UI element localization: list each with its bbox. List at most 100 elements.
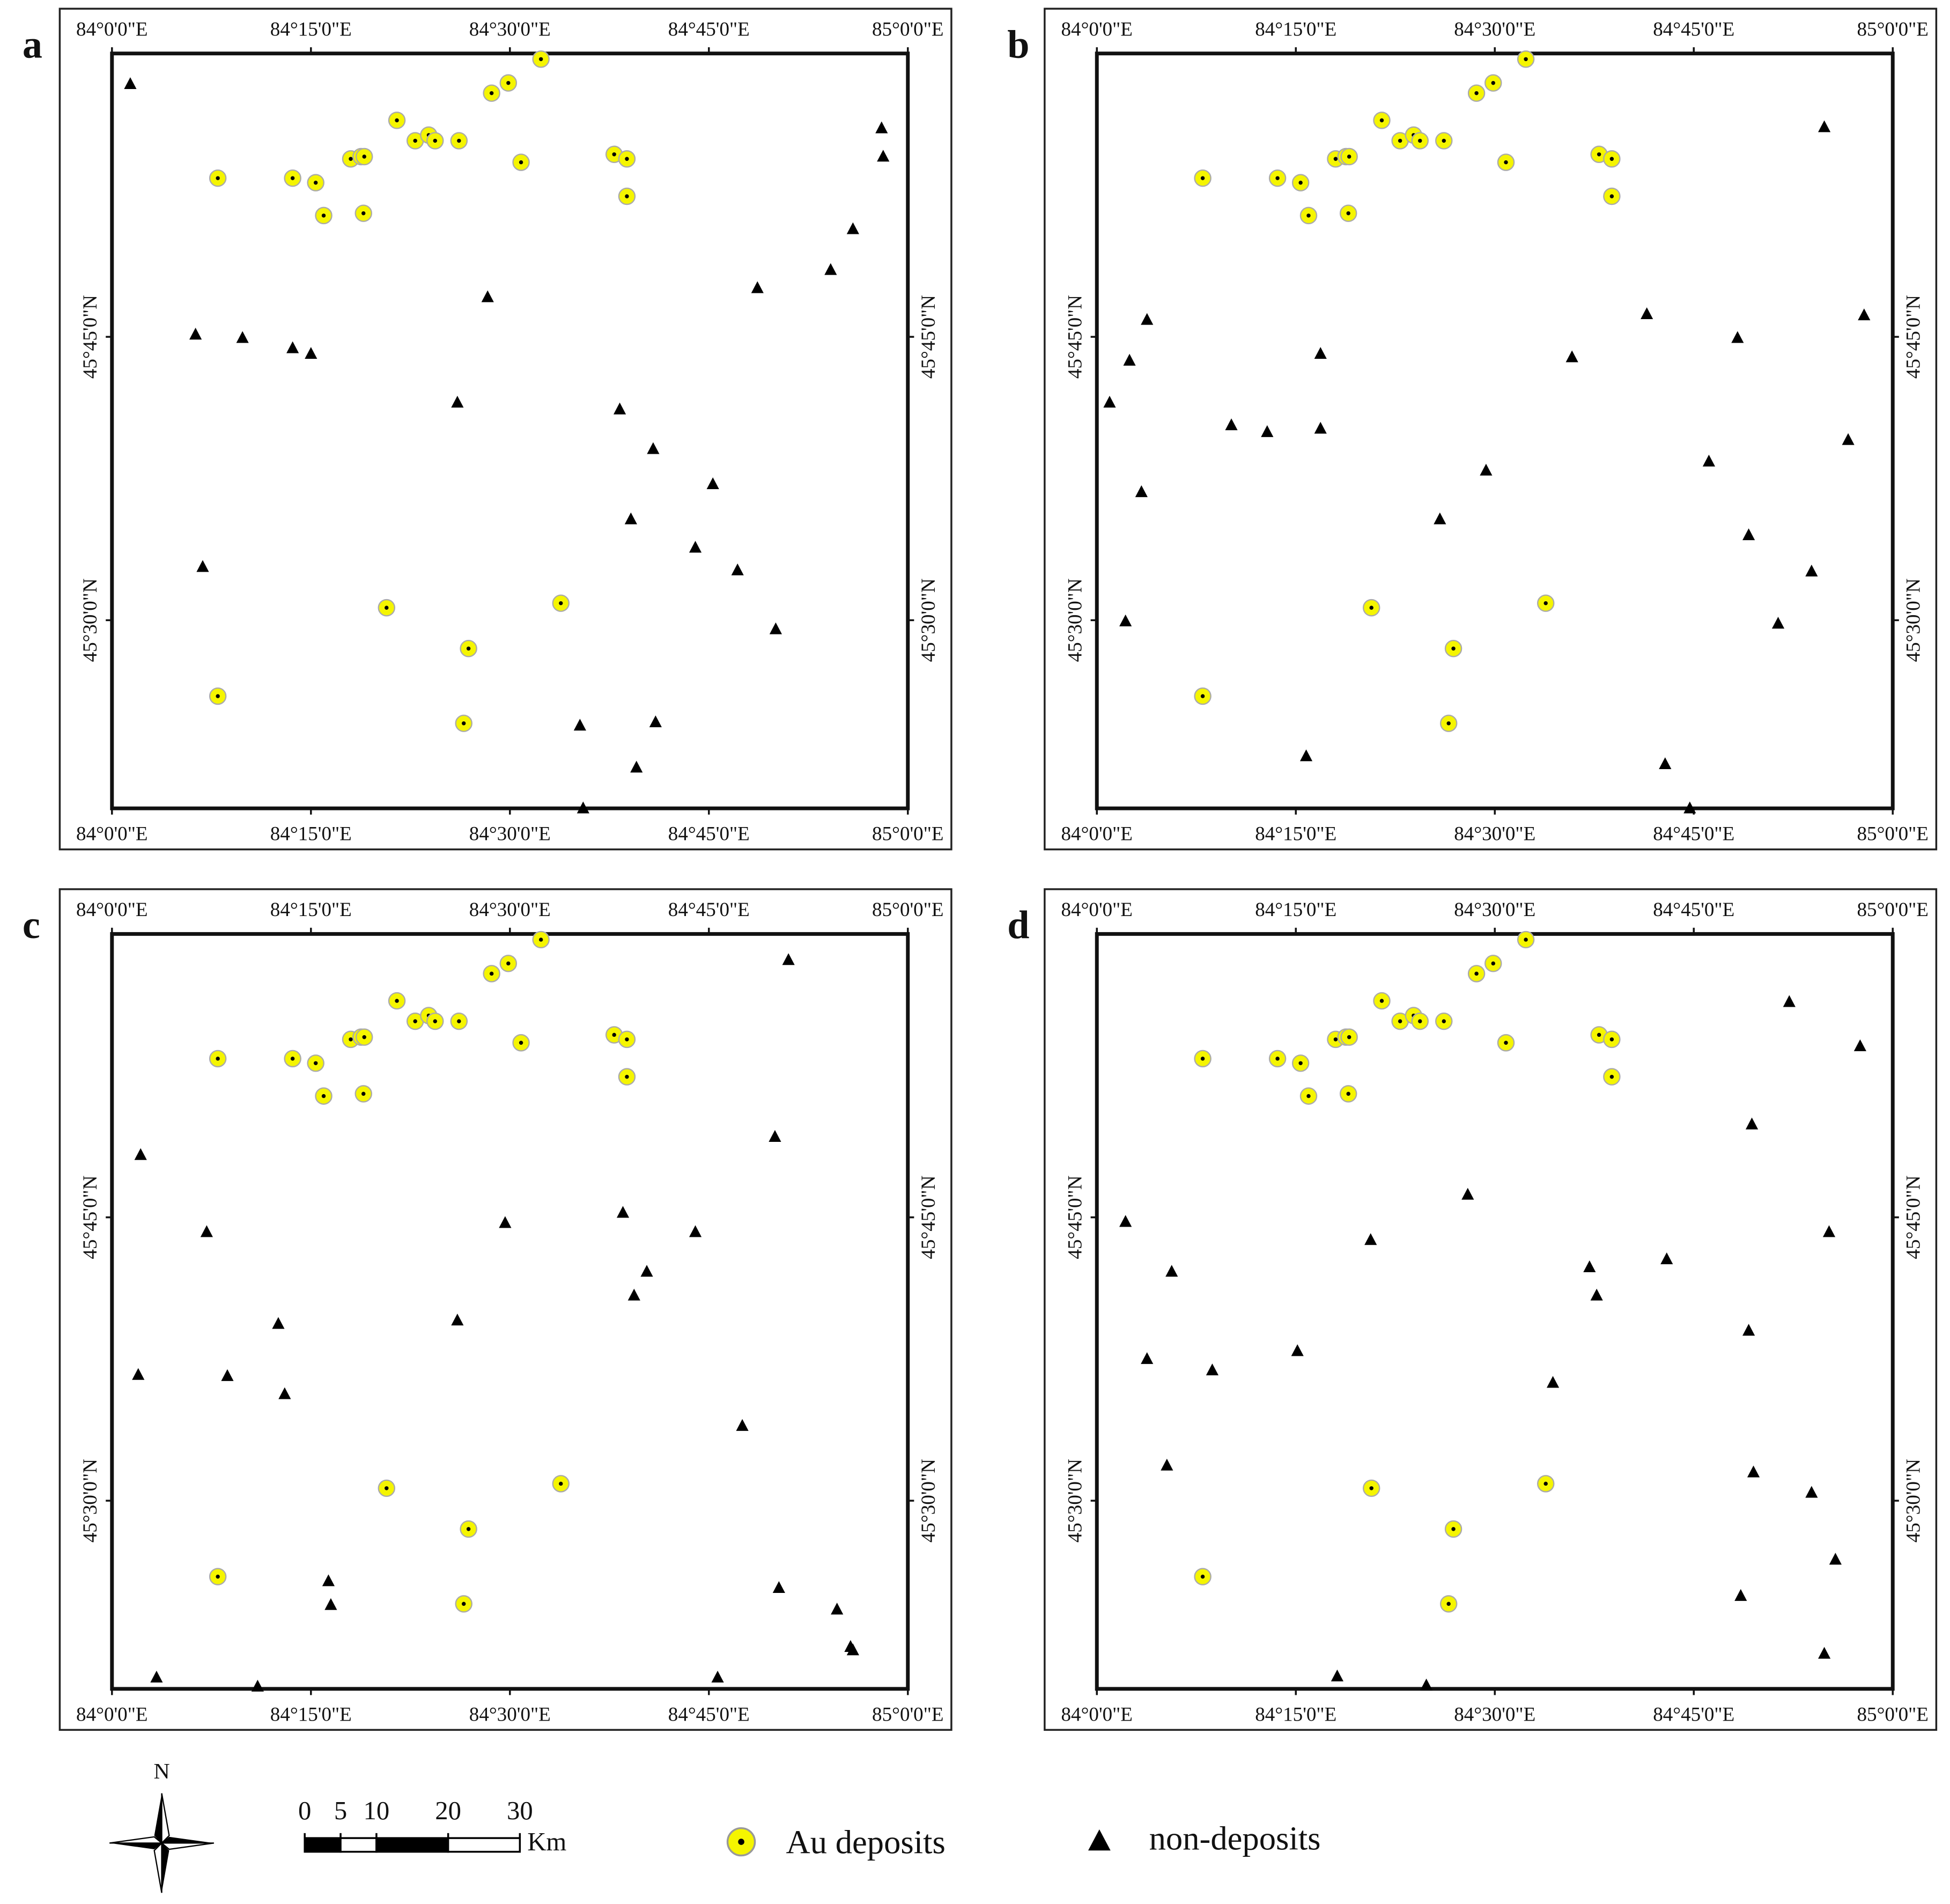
- au-deposit-dot: [1491, 961, 1495, 966]
- non-deposit: [1261, 425, 1274, 437]
- x-tick-label-bottom: 84°45'0"E: [1653, 1703, 1734, 1725]
- x-tick-label-bottom: 84°30'0"E: [469, 1703, 551, 1725]
- au-deposit-dot: [433, 1019, 438, 1023]
- x-tick-label-top: 84°0'0"E: [1061, 18, 1133, 40]
- non-deposit: [1434, 512, 1446, 525]
- non-deposit: [706, 477, 719, 490]
- x-tick-label-bottom: 84°0'0"E: [1061, 1703, 1133, 1725]
- scale-label: 30: [507, 1796, 533, 1825]
- x-tick-label-top: 85°0'0"E: [872, 899, 943, 921]
- au-deposit-dot: [559, 1481, 563, 1486]
- non-deposit: [711, 1670, 724, 1682]
- panel-border: [1044, 888, 1938, 1731]
- non-deposit: [769, 1130, 781, 1142]
- au-deposit-dot: [1474, 971, 1479, 976]
- non-deposit: [1546, 1376, 1560, 1388]
- non-deposit: [1747, 1465, 1760, 1478]
- non-deposit: [189, 328, 202, 340]
- au-deposit-dot: [1442, 138, 1446, 143]
- panel-border: [58, 888, 952, 1731]
- non-deposit: [1742, 528, 1755, 541]
- y-tick-label-left: 45°45'0"N: [1065, 295, 1087, 379]
- au-deposit-dot: [625, 157, 629, 161]
- panel-label: a: [23, 23, 42, 67]
- north-arrow: N: [109, 1759, 215, 1893]
- y-tick-label-left: 45°30'0"N: [1065, 578, 1087, 662]
- non-deposit: [769, 622, 782, 634]
- non-deposit: [272, 1317, 285, 1329]
- au-deposit-dot: [1504, 160, 1508, 165]
- au-deposit-dot: [321, 1094, 326, 1098]
- non-deposit: [1123, 353, 1136, 366]
- north-label: N: [153, 1759, 169, 1784]
- non-deposit: [1590, 1288, 1603, 1301]
- non-deposit: [1660, 1252, 1673, 1265]
- au-deposit-dot: [1609, 194, 1614, 198]
- non-deposit: [221, 1369, 234, 1381]
- scale-segment: [375, 1837, 449, 1853]
- scale-segment: [339, 1837, 378, 1853]
- non-deposit: [573, 719, 586, 731]
- au-deposit-dot: [313, 1061, 318, 1066]
- au-deposit-dot: [466, 646, 471, 651]
- x-tick-label-bottom: 84°15'0"E: [1255, 823, 1336, 845]
- x-tick-label-top: 85°0'0"E: [1857, 899, 1929, 921]
- au-deposit-dot: [1306, 1094, 1311, 1098]
- non-deposit: [1364, 1233, 1377, 1245]
- non-deposit: [1314, 346, 1327, 359]
- map-panel: b 84°0'0"E 84°0'0"E 84°15'0"E 84°15'0"E 84°30…: [1007, 8, 1938, 851]
- x-tick-label-bottom: 84°15'0"E: [270, 823, 352, 845]
- scale-segment: [447, 1837, 521, 1853]
- au-deposit-dot: [362, 1035, 366, 1039]
- non-deposit: [846, 222, 859, 234]
- x-tick-label-bottom: 85°0'0"E: [872, 1703, 943, 1725]
- au-deposit-dot: [1609, 157, 1614, 161]
- au-deposit-dot: [349, 157, 353, 161]
- non-deposit: [1805, 1486, 1818, 1498]
- x-tick-label-top: 84°0'0"E: [76, 18, 147, 40]
- non-deposit: [647, 442, 660, 454]
- non-deposit: [322, 1574, 335, 1586]
- au-deposit-dot: [1298, 180, 1303, 185]
- non-deposit: [1135, 485, 1148, 497]
- non-deposit: [1822, 1225, 1836, 1237]
- x-tick-label-bottom: 84°45'0"E: [668, 823, 750, 845]
- x-tick-label-top: 84°45'0"E: [668, 899, 750, 921]
- panel-border: [58, 8, 952, 851]
- x-tick-label-top: 85°0'0"E: [872, 18, 943, 40]
- scale-label: 5: [334, 1796, 347, 1825]
- y-tick-label-left: 45°30'0"N: [79, 1459, 101, 1543]
- au-deposit-dot: [1451, 646, 1456, 651]
- au-deposit-dot: [1446, 721, 1451, 726]
- au-deposit-dot: [1275, 176, 1280, 180]
- non-deposit: [1480, 463, 1493, 476]
- y-tick-label-left: 45°30'0"N: [79, 578, 101, 662]
- x-tick-label-top: 84°45'0"E: [668, 18, 750, 40]
- au-deposit-dot: [1491, 80, 1495, 85]
- x-tick-label-bottom: 84°0'0"E: [76, 1703, 147, 1725]
- au-deposit-dot: [1200, 176, 1205, 180]
- non-deposit: [1565, 350, 1578, 363]
- au-deposit-dot: [538, 57, 543, 61]
- non-deposit: [1225, 418, 1238, 431]
- x-tick-label-top: 84°30'0"E: [469, 899, 551, 921]
- legend-deposits: Au deposits: [786, 1823, 946, 1861]
- au-deposit-dot: [457, 138, 461, 143]
- au-deposit-dot: [462, 1602, 466, 1606]
- map-panel: c 84°0'0"E 84°0'0"E 84°15'0"E 84°15'0"E 84°30…: [23, 888, 952, 1731]
- scale-label: 10: [364, 1796, 390, 1825]
- non-deposit: [616, 1206, 630, 1218]
- x-tick-label-top: 84°0'0"E: [76, 899, 147, 921]
- y-tick-label-right: 45°45'0"N: [1902, 295, 1924, 379]
- non-deposit: [1291, 1344, 1304, 1356]
- non-deposit: [499, 1216, 512, 1228]
- non-deposit: [1641, 307, 1653, 320]
- au-deposit-dot: [216, 176, 220, 180]
- x-tick-label-top: 84°45'0"E: [1653, 18, 1734, 40]
- non-deposit: [736, 1419, 749, 1431]
- au-deposit-dot: [216, 694, 220, 698]
- y-tick-label-left: 45°45'0"N: [79, 1176, 101, 1259]
- x-tick-label-bottom: 85°0'0"E: [1857, 1703, 1929, 1725]
- panel-label: c: [23, 903, 40, 947]
- scale-unit: Km: [527, 1827, 566, 1856]
